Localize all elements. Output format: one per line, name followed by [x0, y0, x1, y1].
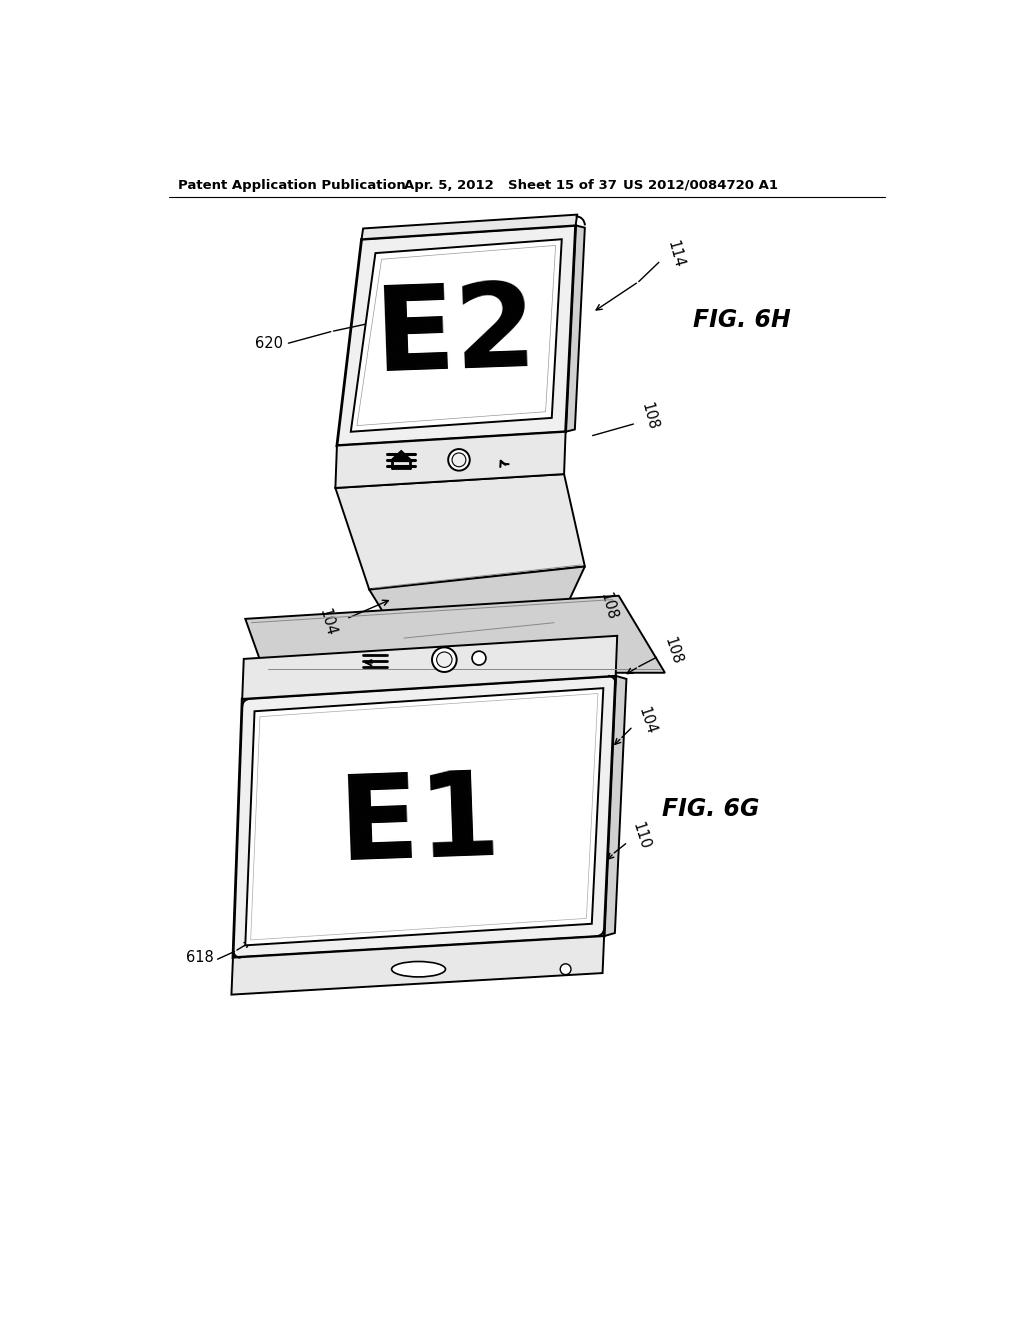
Polygon shape	[246, 595, 665, 673]
Text: 114: 114	[665, 239, 686, 271]
Text: 108: 108	[662, 636, 685, 667]
Polygon shape	[246, 688, 603, 945]
Polygon shape	[351, 239, 562, 432]
Text: 108: 108	[639, 401, 660, 432]
Circle shape	[432, 647, 457, 672]
Polygon shape	[251, 693, 598, 940]
Text: 104: 104	[636, 705, 658, 737]
Text: 110: 110	[630, 821, 652, 851]
Polygon shape	[233, 676, 615, 958]
Ellipse shape	[391, 961, 445, 977]
Text: 620: 620	[255, 335, 283, 351]
Circle shape	[472, 651, 486, 665]
Polygon shape	[565, 226, 585, 432]
Text: US 2012/0084720 A1: US 2012/0084720 A1	[624, 178, 778, 191]
Polygon shape	[361, 215, 578, 239]
Text: 618: 618	[186, 950, 214, 965]
Text: Sheet 15 of 37: Sheet 15 of 37	[508, 178, 616, 191]
Polygon shape	[336, 432, 565, 488]
Circle shape	[452, 453, 466, 467]
Text: 108: 108	[598, 591, 620, 622]
Polygon shape	[231, 936, 604, 995]
Text: E1: E1	[336, 764, 503, 884]
Polygon shape	[370, 566, 585, 640]
Text: Apr. 5, 2012: Apr. 5, 2012	[403, 178, 494, 191]
Circle shape	[436, 652, 452, 668]
Text: 104: 104	[316, 606, 339, 638]
Polygon shape	[336, 474, 585, 590]
Text: Patent Application Publication: Patent Application Publication	[178, 178, 407, 191]
Text: FIG. 6G: FIG. 6G	[662, 797, 759, 821]
Polygon shape	[390, 450, 413, 462]
Circle shape	[560, 964, 571, 974]
Text: E2: E2	[372, 275, 539, 396]
Text: FIG. 6H: FIG. 6H	[692, 308, 791, 333]
Polygon shape	[604, 676, 627, 936]
Polygon shape	[243, 636, 617, 700]
Polygon shape	[337, 226, 575, 446]
Circle shape	[449, 449, 470, 471]
Polygon shape	[357, 246, 556, 425]
